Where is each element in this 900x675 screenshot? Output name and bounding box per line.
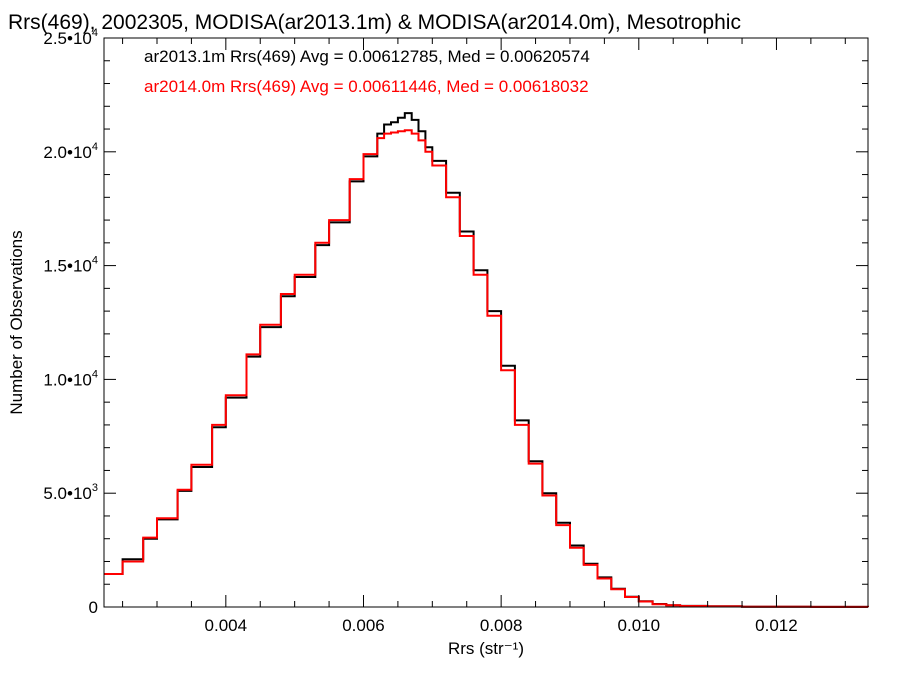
x-tick-label: 0.004	[205, 616, 248, 635]
chart-title: Rrs(469), 2002305, MODISA(ar2013.1m) & M…	[8, 11, 741, 34]
legend-entry-ar2014.0m: ar2014.0m Rrs(469) Avg = 0.00611446, Med…	[144, 77, 589, 96]
y-tick-label: 1.0•104	[43, 368, 98, 389]
plot-frame	[103, 37, 869, 608]
y-tick-label: 0	[89, 598, 98, 617]
y-tick-label: 2.5•104	[43, 27, 98, 48]
y-axis-label: Number of Observations	[7, 230, 26, 414]
x-tick-label: 0.006	[342, 616, 385, 635]
series-line-ar2014.0m	[104, 129, 869, 608]
y-tick-label: 5.0•103	[43, 482, 98, 503]
legend-entry-ar2013.1m: ar2013.1m Rrs(469) Avg = 0.00612785, Med…	[144, 47, 590, 66]
x-axis-label: Rrs (str⁻¹)	[448, 639, 524, 658]
x-tick-label: 0.010	[618, 616, 661, 635]
x-tick-label: 0.012	[755, 616, 798, 635]
series-line-ar2013.1m	[104, 112, 869, 608]
axes-group: 0.004 0.006 0.008 0.010 0.012 0 5.0•103 1.0•104…	[43, 27, 868, 635]
legend: ar2013.1m Rrs(469) Avg = 0.00612785, Med…	[144, 47, 590, 96]
y-tick-label: 1.5•104	[43, 255, 98, 276]
y-tick-label: 2.0•104	[43, 141, 98, 162]
x-tick-label: 0.008	[480, 616, 523, 635]
series-group	[104, 112, 869, 608]
